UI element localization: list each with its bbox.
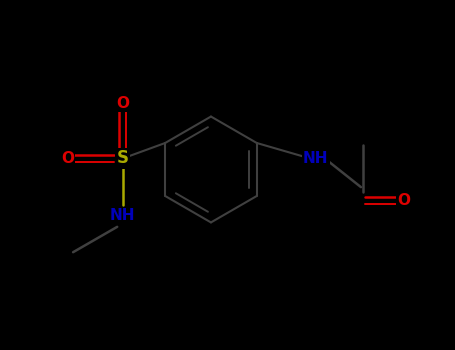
Text: O: O xyxy=(116,96,129,111)
Text: O: O xyxy=(61,151,74,166)
Text: S: S xyxy=(117,149,129,167)
Text: O: O xyxy=(398,193,410,208)
Text: NH: NH xyxy=(303,151,329,166)
Text: NH: NH xyxy=(110,208,136,223)
